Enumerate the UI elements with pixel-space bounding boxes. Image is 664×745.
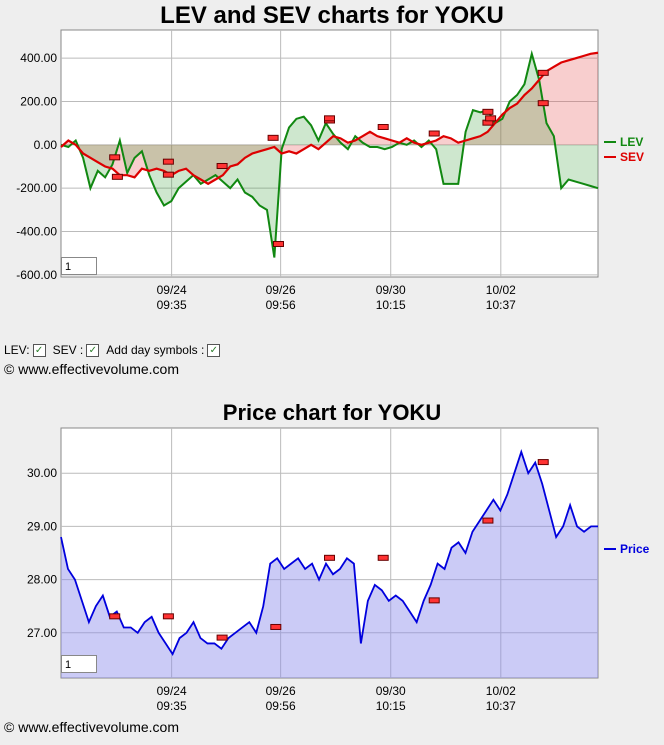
day-marker xyxy=(111,173,123,180)
y-tick-label: -600.00 xyxy=(16,268,57,282)
y-tick-label: 400.00 xyxy=(20,51,57,65)
x-tick-label-time: 09:56 xyxy=(266,298,296,312)
x-tick-label-date: 09/24 xyxy=(157,684,187,698)
price-area xyxy=(61,451,598,678)
chart2-zoom-input[interactable]: 1 xyxy=(61,655,97,673)
lev-line xyxy=(60,49,599,258)
day-marker xyxy=(162,171,174,178)
day-marker xyxy=(270,623,282,630)
x-tick-label-time: 09:35 xyxy=(157,298,187,312)
x-tick-label-time: 09:56 xyxy=(266,699,296,713)
y-tick-label: 200.00 xyxy=(20,95,57,109)
day-marker xyxy=(537,459,549,466)
day-marker xyxy=(267,134,279,141)
day-marker xyxy=(537,69,549,76)
sev-checkbox[interactable]: ✓ xyxy=(86,343,100,357)
day-marker xyxy=(109,613,121,620)
chart-options: LEV: ✓ SEV : ✓ Add day symbols : ✓ xyxy=(4,343,224,357)
copyright-link[interactable]: © www.effectivevolume.com xyxy=(4,361,180,377)
day-marker xyxy=(216,634,228,641)
x-tick-label-date: 09/30 xyxy=(376,283,406,297)
x-tick-label-date: 09/26 xyxy=(266,283,296,297)
plot-area xyxy=(60,427,599,679)
y-tick-label: -400.00 xyxy=(16,225,57,239)
copyright-link-2[interactable]: © www.effectivevolume.com xyxy=(4,719,180,735)
x-tick-label-time: 10:15 xyxy=(376,298,406,312)
day-marker xyxy=(162,613,174,620)
x-tick-label-time: 10:15 xyxy=(376,699,406,713)
x-tick-label-time: 09:35 xyxy=(157,699,187,713)
legend-sev-label: SEV xyxy=(620,150,644,164)
plot-area xyxy=(60,29,599,278)
day-marker xyxy=(482,517,494,524)
sev-checkbox-label: SEV : xyxy=(52,343,84,357)
legend-lev-label: LEV xyxy=(620,135,643,149)
legend-price-label: Price xyxy=(620,542,650,556)
day-marker xyxy=(324,554,335,561)
y-tick-label: 0.00 xyxy=(34,138,58,152)
x-tick-label-date: 10/02 xyxy=(486,283,516,297)
y-tick-label: 28.00 xyxy=(27,573,57,587)
day-marker xyxy=(428,597,440,604)
x-tick-label-time: 10:37 xyxy=(486,699,516,713)
lev-area xyxy=(61,53,598,258)
y-tick-label: -200.00 xyxy=(16,181,57,195)
day-marker xyxy=(482,108,494,115)
y-tick-label: 27.00 xyxy=(27,626,57,640)
day-marker xyxy=(216,163,228,169)
day-marker xyxy=(537,100,549,107)
day-symbols-checkbox[interactable]: ✓ xyxy=(207,343,221,357)
day-marker xyxy=(428,130,440,137)
sev-line xyxy=(60,51,599,186)
y-tick-label: 29.00 xyxy=(27,519,57,533)
x-tick-label-date: 10/02 xyxy=(486,684,516,698)
x-tick-label-date: 09/24 xyxy=(157,283,187,297)
day-marker xyxy=(485,115,497,122)
day-symbols-checkbox-label: Add day symbols : xyxy=(106,343,205,357)
x-tick-label-date: 09/26 xyxy=(266,684,296,698)
day-marker xyxy=(162,158,174,165)
x-tick-label-date: 09/30 xyxy=(376,684,406,698)
lev-checkbox[interactable]: ✓ xyxy=(32,343,46,357)
chart1-zoom-input[interactable]: 1 xyxy=(61,257,97,275)
day-marker xyxy=(377,124,389,130)
day-marker xyxy=(377,554,389,561)
lev-checkbox-label: LEV: xyxy=(4,343,30,357)
day-marker xyxy=(324,115,335,122)
chart1-title: LEV and SEV charts for YOKU xyxy=(160,2,504,29)
y-tick-label: 30.00 xyxy=(27,466,57,480)
price-line xyxy=(60,449,598,656)
day-marker xyxy=(109,154,121,161)
x-tick-label-time: 10:37 xyxy=(486,298,516,312)
sev-area xyxy=(61,52,598,184)
day-marker xyxy=(272,241,284,247)
chart2-title: Price chart for YOKU xyxy=(222,400,442,425)
